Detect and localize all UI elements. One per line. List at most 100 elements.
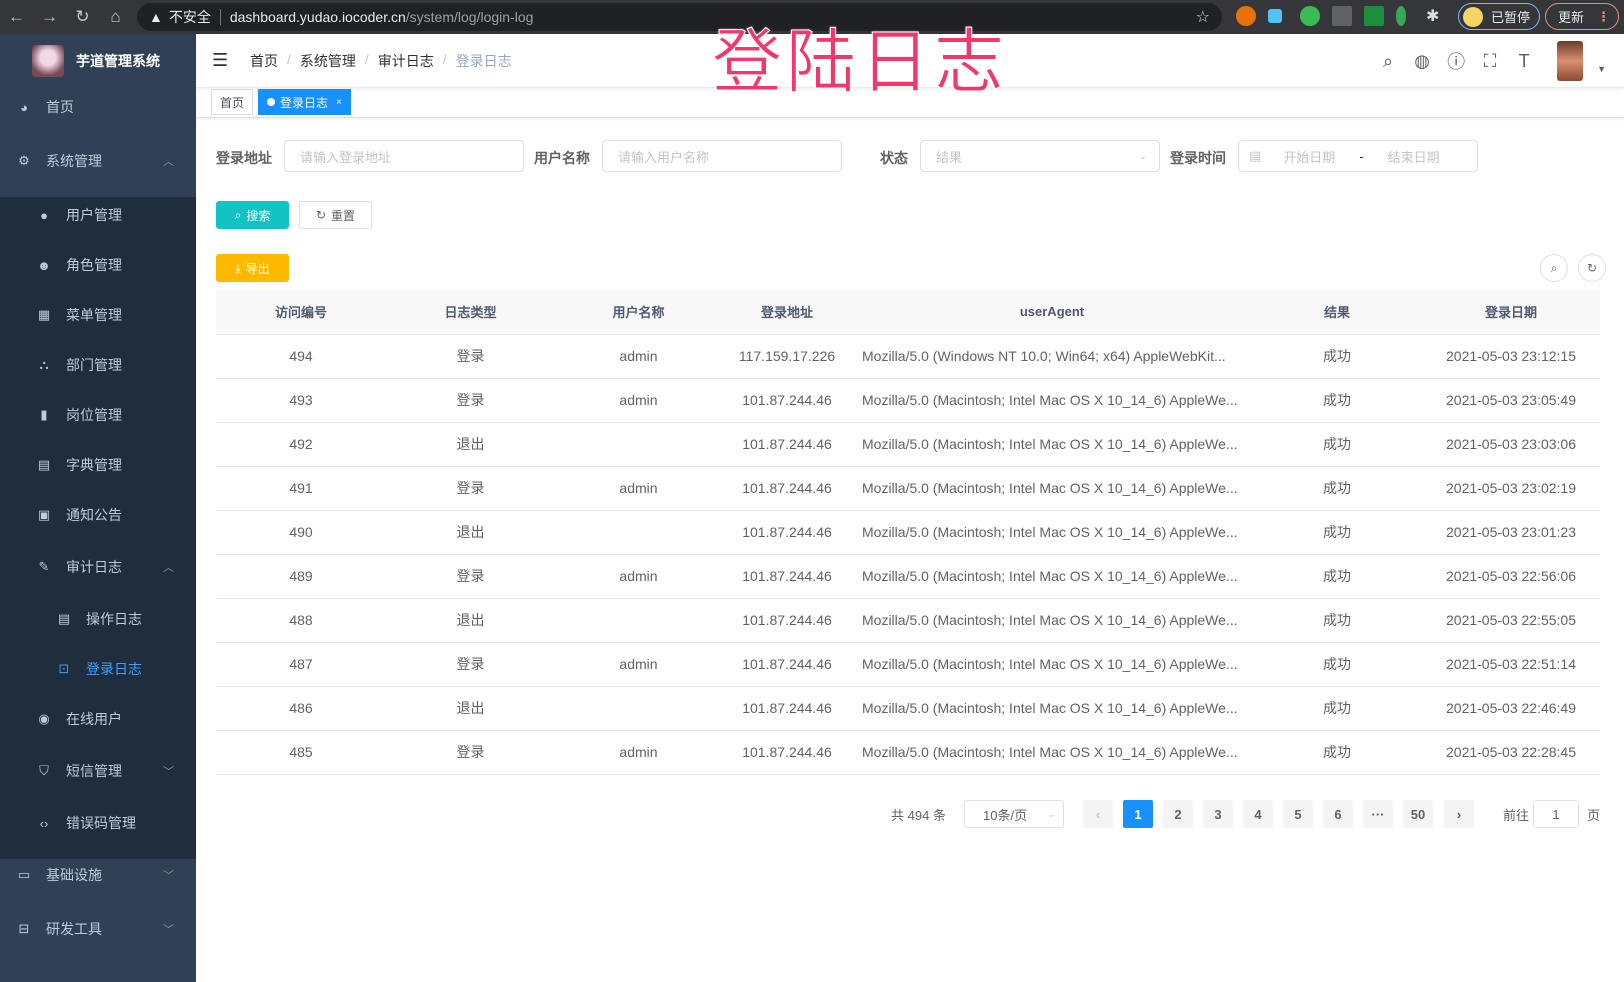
reload-icon[interactable]: ↻	[75, 7, 90, 26]
chevron-icon[interactable]: ﹀	[163, 870, 174, 882]
address-input[interactable]: 请输入登录地址	[284, 140, 524, 172]
goto-page-input[interactable]: 1	[1533, 800, 1579, 828]
fullscreen-icon[interactable]: ⛶	[1483, 50, 1497, 71]
page-size-select[interactable]: 10条/页 ⌄	[964, 800, 1064, 828]
extension-icon[interactable]	[1268, 9, 1282, 23]
sidebar-item[interactable]: ▣ 通知公告	[0, 490, 196, 540]
post-icon: ▮	[40, 407, 48, 422]
next-page-button[interactable]: ›	[1444, 800, 1474, 828]
toggle-search-button[interactable]: ⌕	[1540, 254, 1568, 282]
puzzle-icon[interactable]: ✱	[1426, 8, 1440, 25]
page-button[interactable]: 2	[1163, 800, 1193, 828]
table-cell	[555, 422, 722, 467]
home-icon[interactable]: ⌂	[110, 7, 121, 26]
browser-toolbar: ← → ↻ ⌂ ▲ 不安全 dashboard.yudao.iocoder.cn…	[0, 0, 1624, 34]
extension-icon[interactable]	[1236, 6, 1256, 26]
avatar[interactable]	[1557, 41, 1584, 81]
table-cell: Mozilla/5.0 (Macintosh; Intel Mac OS X 1…	[852, 422, 1252, 467]
peoples-icon: ☻	[37, 257, 51, 273]
monitor-icon: ▭	[17, 867, 31, 882]
extension-icon[interactable]	[1396, 6, 1406, 26]
table-cell: 退出	[386, 510, 555, 555]
caret-down-icon[interactable]: ▼	[1597, 64, 1606, 74]
hamburger-icon[interactable]: ☰	[212, 50, 229, 70]
table-row[interactable]: 490 退出 101.87.244.46 Mozilla/5.0 (Macintosh…	[216, 510, 1600, 555]
sidebar-item-label: 菜单管理	[66, 307, 122, 323]
table-cell: Mozilla/5.0 (Macintosh; Intel Mac OS X 1…	[852, 598, 1252, 643]
close-icon[interactable]: ×	[336, 96, 342, 108]
sidebar-item[interactable]: ‹› 错误码管理	[0, 798, 196, 848]
gear-icon: ⚙	[18, 153, 30, 168]
validCode-icon: ⛉	[39, 763, 49, 778]
search-icon[interactable]: ⌕	[1383, 50, 1394, 71]
prev-page-button[interactable]: ‹	[1083, 800, 1113, 828]
table-row[interactable]: 492 退出 101.87.244.46 Mozilla/5.0 (Macintosh…	[216, 422, 1600, 467]
forward-icon[interactable]: →	[41, 7, 58, 26]
sidebar-item[interactable]: ▮ 岗位管理	[0, 390, 196, 440]
page-button[interactable]: 50	[1403, 800, 1433, 828]
chevron-icon[interactable]: ︿	[163, 562, 174, 574]
table-row[interactable]: 485 登录 admin 101.87.244.46 Mozilla/5.0 (Maci…	[216, 730, 1600, 775]
page-button[interactable]: 1	[1123, 800, 1153, 828]
github-icon[interactable]: ◍	[1414, 50, 1430, 71]
back-icon[interactable]: ←	[8, 7, 25, 26]
sidebar-item[interactable]: ● 用户管理	[0, 190, 196, 240]
page-button[interactable]: 5	[1283, 800, 1313, 828]
page-button[interactable]: 3	[1203, 800, 1233, 828]
extension-icon[interactable]	[1364, 6, 1384, 26]
table-row[interactable]: 488 退出 101.87.244.46 Mozilla/5.0 (Macintosh…	[216, 598, 1600, 643]
sidebar-item-label: 登录日志	[86, 661, 142, 677]
sidebar-item[interactable]: ⛉ 短信管理 ﹀	[0, 746, 196, 796]
app-logo[interactable]: 芋道管理系统	[0, 34, 196, 88]
sidebar-item[interactable]: ▦ 菜单管理	[0, 290, 196, 340]
table-row[interactable]: 489 登录 admin 101.87.244.46 Mozilla/5.0 (Maci…	[216, 554, 1600, 599]
calendar-icon: ▤	[1249, 148, 1262, 163]
reset-button[interactable]: ↻ 重置	[299, 201, 372, 229]
table-row[interactable]: 486 退出 101.87.244.46 Mozilla/5.0 (Macintosh…	[216, 686, 1600, 731]
table-row[interactable]: 491 登录 admin 101.87.244.46 Mozilla/5.0 (Maci…	[216, 466, 1600, 511]
sidebar-item[interactable]: ☻ 角色管理	[0, 240, 196, 290]
font-size-icon[interactable]: T	[1518, 50, 1530, 71]
sidebar-item[interactable]: ▤ 字典管理	[0, 440, 196, 490]
table-row[interactable]: 494 登录 admin 117.159.17.226 Mozilla/5.0 (Win…	[216, 334, 1600, 379]
extension-icon[interactable]	[1332, 6, 1352, 26]
chevron-icon[interactable]: ︿	[163, 156, 174, 168]
table-cell: Mozilla/5.0 (Macintosh; Intel Mac OS X 1…	[852, 642, 1252, 687]
sidebar-item[interactable]: ⊡ 登录日志	[0, 644, 196, 694]
page-button[interactable]: 4	[1243, 800, 1273, 828]
date-separator: -	[1359, 148, 1364, 164]
breadcrumb-item[interactable]: 首页	[250, 52, 278, 69]
status-select[interactable]: 结果 ⌄	[920, 140, 1160, 172]
chevron-icon[interactable]: ﹀	[163, 924, 174, 936]
sidebar-item[interactable]: ▤ 操作日志	[0, 594, 196, 644]
dashboard-icon: ◕	[20, 99, 28, 115]
sidebar-item[interactable]: ✎ 审计日志 ︿	[0, 542, 196, 592]
address-bar[interactable]: ▲ 不安全 dashboard.yudao.iocoder.cn/system/…	[137, 3, 1222, 31]
search-button[interactable]: ⌕ 搜索	[216, 201, 289, 229]
sidebar-item[interactable]: ▭ 基础设施 ﹀	[0, 850, 196, 900]
tag-home[interactable]: 首页	[211, 89, 254, 115]
refresh-button[interactable]: ↻	[1578, 254, 1606, 282]
page-button[interactable]: 6	[1323, 800, 1353, 828]
logo-image	[32, 45, 64, 77]
sidebar-item[interactable]: ⚙ 系统管理 ︿	[0, 136, 196, 186]
page-button[interactable]: ···	[1363, 800, 1393, 828]
extension-icon[interactable]	[1300, 6, 1320, 26]
sidebar-item[interactable]: ◕ 首页	[0, 82, 196, 132]
table-row[interactable]: 493 登录 admin 101.87.244.46 Mozilla/5.0 (Maci…	[216, 378, 1600, 423]
table-row[interactable]: 487 登录 admin 101.87.244.46 Mozilla/5.0 (Maci…	[216, 642, 1600, 687]
sidebar: 芋道管理系统 ◕ 首页 ⚙ 系统管理 ︿ ● 用户管理 ☻ 角色管理 ▦ 菜单管理 ⛬ 部门管理 ▮ 岗位管…	[0, 34, 196, 982]
update-button[interactable]: 更新 ⋮	[1545, 3, 1619, 30]
chevron-icon[interactable]: ﹀	[163, 766, 174, 778]
tag-login-log[interactable]: 登录日志 ×	[258, 89, 351, 115]
profile-button[interactable]: 已暂停	[1458, 3, 1540, 30]
bookmark-star-icon[interactable]: ☆	[1195, 9, 1210, 26]
date-range-picker[interactable]: ▤ 开始日期 - 结束日期	[1238, 140, 1478, 172]
profile-label: 已暂停	[1491, 10, 1531, 25]
export-button[interactable]: ⤓ 导出	[216, 254, 289, 282]
sidebar-item[interactable]: ⊟ 研发工具 ﹀	[0, 904, 196, 954]
sidebar-item[interactable]: ⛬ 部门管理	[0, 340, 196, 390]
sidebar-item[interactable]: ◉ 在线用户	[0, 694, 196, 744]
question-icon[interactable]: ⓘ	[1447, 52, 1466, 72]
username-input[interactable]: 请输入用户名称	[602, 140, 842, 172]
